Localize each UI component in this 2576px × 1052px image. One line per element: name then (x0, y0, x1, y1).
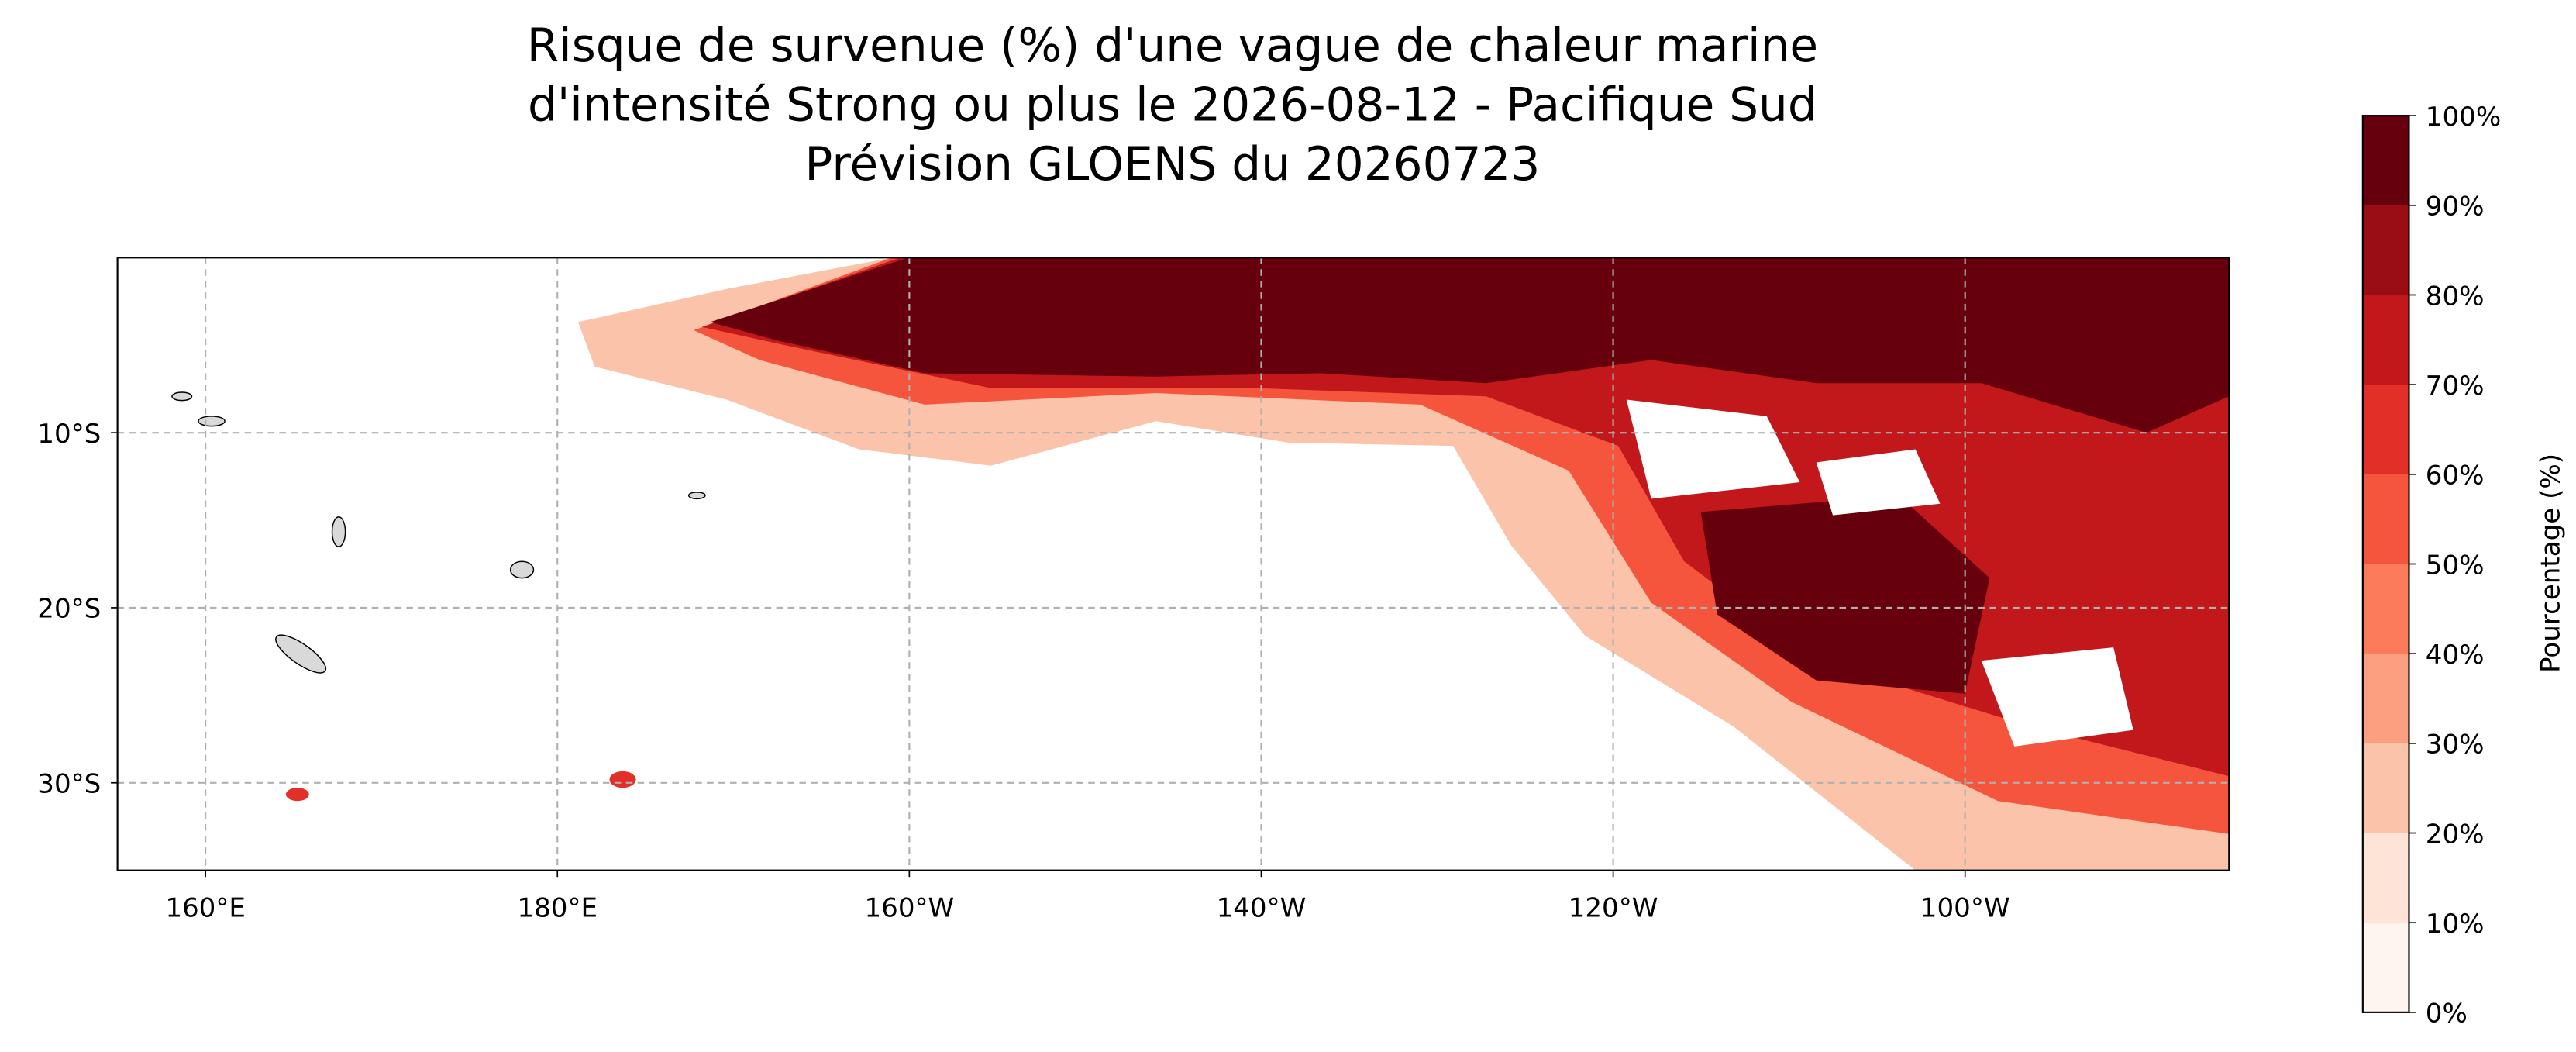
title-line: Risque de survenue (%) d'une vague de ch… (527, 19, 1818, 73)
x-tick-label: 140°W (1217, 892, 1307, 923)
y-tick-label: 30°S (37, 769, 101, 800)
colorbar-segment (2362, 564, 2409, 654)
x-tick-label: 120°W (1569, 892, 1658, 923)
axes: 160°E 180°E 160°W 140°W 120°W 100°W 10°S 20°S 30… (37, 257, 2230, 923)
colorbar-segment (2362, 474, 2409, 564)
x-tick-label: 100°W (1920, 892, 2010, 923)
colorbar-segment (2362, 205, 2409, 295)
colorbar-tick-label: 20% (2426, 819, 2485, 850)
map-field (117, 257, 2230, 871)
y-tick-label: 20°S (37, 594, 101, 625)
colorbar-tick-label: 80% (2426, 281, 2485, 312)
axes-frame (116, 257, 2230, 871)
title-line: d'intensité Strong ou plus le 2026-08-12… (528, 79, 1817, 133)
colorbar-segment (2362, 654, 2409, 743)
colorbar-segment (2362, 295, 2409, 385)
colorbar-segment (2362, 116, 2409, 205)
colorbar-segment (2362, 923, 2409, 1012)
colorbar-segment (2362, 743, 2409, 833)
colorbar-tick-label: 50% (2426, 550, 2485, 581)
x-tick-label: 160°W (864, 892, 954, 923)
colorbar-label: Pourcentage (%) (2535, 454, 2566, 673)
colorbar-tick-label: 40% (2426, 640, 2485, 671)
colorbar-tick-label: 100% (2426, 102, 2501, 133)
colorbar-tick-label: 90% (2426, 191, 2485, 222)
colorbar-segment (2362, 385, 2409, 474)
y-tick-label: 10°S (37, 419, 101, 450)
title-line: Prévision GLOENS du 20260723 (804, 138, 1540, 191)
colorbar-tick-label: 60% (2426, 460, 2485, 492)
colorbar-tick-label: 30% (2426, 730, 2485, 761)
x-tick-label: 180°E (517, 892, 598, 923)
colorbar-tick-label: 0% (2426, 999, 2468, 1030)
colorbar: 0% 10% 20% 30% 40% 50% 60% 70% 80% 90% 100% (2361, 102, 2501, 1030)
colorbar-tick-label: 10% (2426, 909, 2485, 940)
colorbar-tick-label: 70% (2426, 371, 2485, 402)
x-tick-label: 160°E (165, 892, 246, 923)
colorbar-segment (2362, 833, 2409, 923)
